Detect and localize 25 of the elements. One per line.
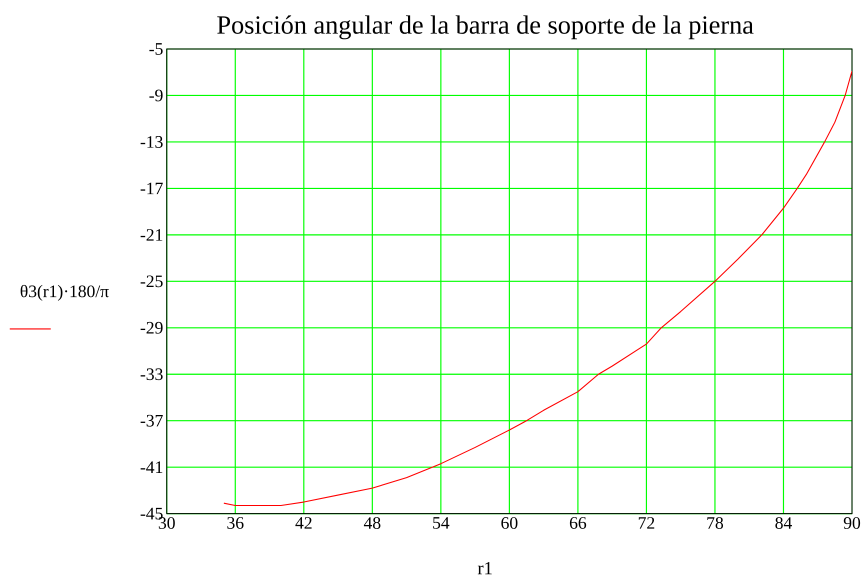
x-tick-label: 66 <box>570 517 586 529</box>
x-tick-label: 48 <box>364 517 380 530</box>
y-tick-label: -21 <box>140 229 162 241</box>
x-tick-label: 54 <box>433 517 450 529</box>
x-tick-label: 78 <box>707 517 724 530</box>
y-tick-label: -33 <box>140 368 163 380</box>
x-tick-label: 30 <box>158 517 175 530</box>
y-tick-label: -37 <box>140 414 163 427</box>
y-tick-label: -5 <box>149 43 163 55</box>
x-tick-label: 42 <box>295 517 312 529</box>
x-tick-label: 72 <box>638 517 654 529</box>
x-tick-label: 36 <box>227 517 244 529</box>
chart-title: Posición angular de la barra de soporte de la pierna <box>217 16 754 40</box>
y-tick-label: -41 <box>140 462 162 474</box>
y-tick-label: -13 <box>140 136 163 148</box>
y-tick-label: -25 <box>140 276 163 288</box>
y-tick-label: -9 <box>149 90 163 102</box>
x-tick-label: 90 <box>844 517 860 530</box>
x-axis-title: r1 <box>478 562 492 574</box>
y-tick-label: -17 <box>140 182 163 194</box>
y-tick-label: -29 <box>140 322 163 334</box>
x-tick-label: 60 <box>501 517 518 530</box>
y-tick-label: -45 <box>140 508 163 520</box>
y-axis-title: θ3(r1)·180/π <box>20 284 109 301</box>
x-tick-label: 84 <box>775 517 792 530</box>
